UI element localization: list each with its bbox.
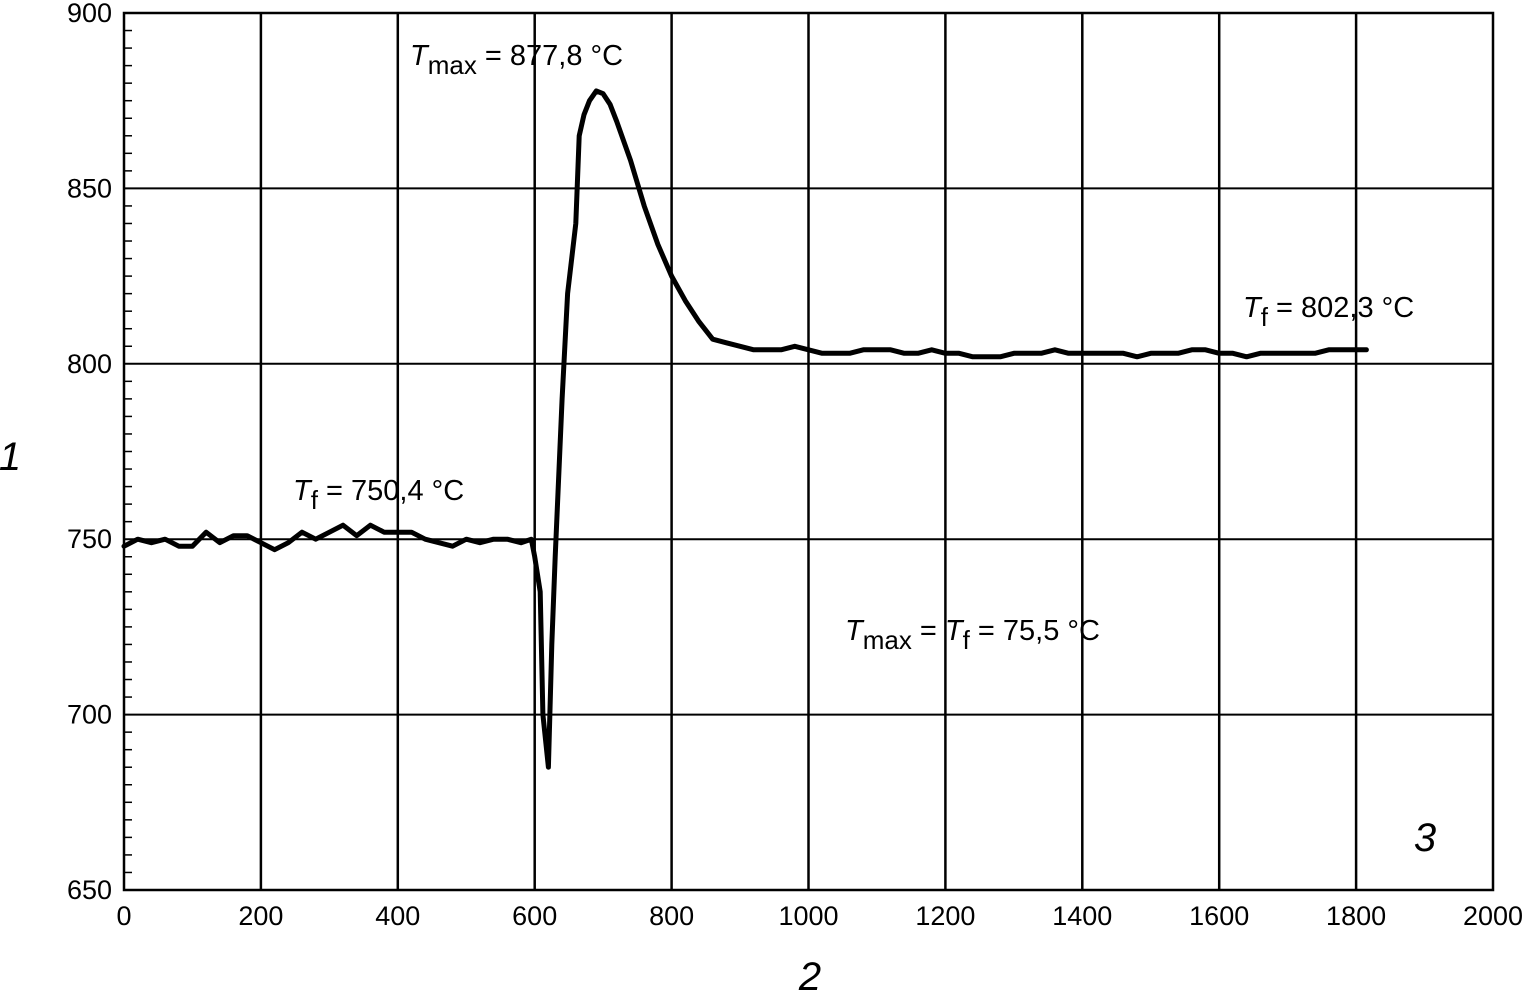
- panel-label: 3: [1414, 816, 1436, 860]
- x-axis-label: 2: [798, 955, 821, 996]
- y-tick-label: 700: [67, 700, 112, 730]
- plot-frame: [122, 11, 1495, 892]
- x-tick-label: 1200: [915, 901, 975, 931]
- annotation-delta-text: = 75,5 °C: [970, 615, 1100, 647]
- annotation-tmax-peak-var: T: [410, 40, 430, 72]
- y-axis-label: 1: [0, 435, 21, 479]
- x-tick-label: 1400: [1052, 901, 1112, 931]
- annotation-tf-final: Tf = 802,3 °C: [1243, 292, 1414, 332]
- x-tick-label: 1600: [1189, 901, 1249, 931]
- annotation-tf-initial-sub: f: [311, 485, 319, 515]
- x-tick-label: 2000: [1463, 901, 1523, 931]
- series-line-0: [121, 88, 1369, 770]
- annotation-tf-initial: Tf = 750,4 °C: [293, 475, 464, 515]
- y-tick-label: 800: [67, 349, 112, 379]
- x-tick-label: 600: [512, 901, 557, 931]
- x-tick-labels: 0 200 400 600 800 1000 1200 1400 1600 1800 2000: [116, 901, 1523, 931]
- x-tick-label: 200: [238, 901, 283, 931]
- annotation-tmax-peak-text: = 877,8 °C: [477, 40, 623, 72]
- y-tick-labels: 650 700 750 800 850 900: [67, 0, 112, 905]
- grid: [124, 13, 1493, 890]
- annotation-delta-var: T: [845, 615, 865, 647]
- x-tick-label: 1000: [778, 901, 838, 931]
- x-tick-label: 800: [649, 901, 694, 931]
- y-tick-label: 900: [67, 0, 112, 28]
- annotation-delta-mid: =: [912, 615, 945, 647]
- annotation-tmax-peak-sub: max: [428, 50, 477, 80]
- annotation-delta-var2: T: [945, 615, 965, 647]
- x-tick-label: 1800: [1326, 901, 1386, 931]
- y-minor-ticks: [124, 29, 132, 874]
- y-tick-label: 750: [67, 524, 112, 554]
- annotation-delta: Tmax = Tf = 75,5 °C: [845, 615, 1100, 655]
- y-tick-label: 650: [67, 875, 112, 905]
- annotation-delta-sub2: f: [963, 625, 971, 655]
- annotation-delta-sub: max: [863, 625, 912, 655]
- annotation-tf-final-text: = 802,3 °C: [1268, 292, 1414, 324]
- annotation-tf-initial-text: = 750,4 °C: [318, 475, 464, 507]
- x-tick-label: 0: [116, 901, 131, 931]
- series-group: [121, 88, 1369, 770]
- x-tick-label: 400: [375, 901, 420, 931]
- annotation-tf-initial-var: T: [293, 475, 313, 507]
- annotation-tmax-peak: Tmax = 877,8 °C: [410, 40, 623, 80]
- annotation-tf-final-sub: f: [1261, 302, 1269, 332]
- annotation-tf-final-var: T: [1243, 292, 1263, 324]
- y-tick-label: 850: [67, 173, 112, 203]
